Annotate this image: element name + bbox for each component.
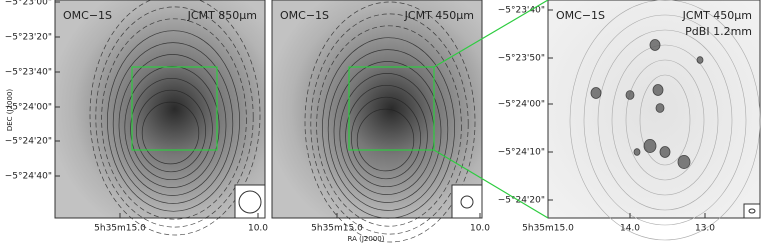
zoom-connector [433,0,549,68]
x-tick-label: 10.0 [470,224,490,234]
beam [460,195,474,209]
source-blob [655,103,665,113]
contour [322,37,455,219]
beam-box [743,203,761,219]
contour [89,0,261,236]
instrument-label: JCMT 850μm [187,9,257,22]
instrument-label-2: PdBI 1.2mm [685,25,752,38]
x-tick-label: 10.0 [248,224,268,234]
source-label: OMC−1S [556,9,605,22]
source-blob [659,146,671,158]
contour [130,77,213,181]
source-blob [677,154,691,169]
contour [345,84,428,188]
y-axis-label: DEC (J2000) [6,89,14,132]
source-label: OMC−1S [63,9,112,22]
instrument-label: JCMT 450μm [682,9,752,22]
source-blob [643,138,657,153]
contour [304,1,476,243]
contour [597,29,733,211]
contour [107,30,240,212]
y-tick-label: −5°24'10" [498,148,545,158]
x-tick-label: 5h35m15.0 [94,224,146,234]
beam [238,190,262,214]
y-tick-label: −5°23'40" [498,6,545,16]
y-tick-label: −5°23'20" [5,33,52,43]
y-tick-label: −5°24'00" [498,100,545,110]
x-tick-label: 13.0 [695,224,715,234]
y-tick-label: −5°24'20" [498,196,545,206]
x-axis-label: RA (J2000) [348,235,385,243]
source-blob [652,84,664,96]
contour [639,74,691,166]
contour [118,54,227,196]
contour [316,25,462,227]
contour [333,61,442,203]
source-blob [649,39,661,51]
map-image [271,0,483,219]
instrument-label: JCMT 450μm [404,9,474,22]
source-blob [696,56,704,64]
x-tick-label: 5h35m15.0 [311,224,363,234]
beam [748,208,756,214]
beam-box [451,184,483,219]
contour [136,89,206,173]
contour [327,49,449,211]
x-tick-label: 5h35m15.0 [522,224,574,234]
source-blob [625,90,635,100]
x-tick-label: 14.0 [620,224,640,234]
contour [351,96,421,180]
contour [611,44,719,196]
zoom-box [348,66,435,151]
y-tick-label: −5°24'00" [5,103,52,113]
contour [625,59,705,181]
contour [95,6,254,228]
source-blob [633,148,641,156]
contour [310,13,469,235]
contour [101,18,247,220]
zoom-box [131,66,218,151]
y-tick-label: −5°23'50" [498,54,545,64]
source-blob [590,87,602,99]
contour [141,101,200,165]
y-tick-label: −5°24'20" [5,137,52,147]
y-tick-label: −5°23'00" [5,0,52,8]
zoom-connector [433,149,549,219]
contour [569,0,761,241]
contour [583,14,747,226]
y-tick-label: −5°24'40" [5,172,52,182]
source-label: OMC−1S [280,9,329,22]
contour [112,42,234,204]
y-tick-label: −5°23'40" [5,68,52,78]
contour [356,108,415,172]
